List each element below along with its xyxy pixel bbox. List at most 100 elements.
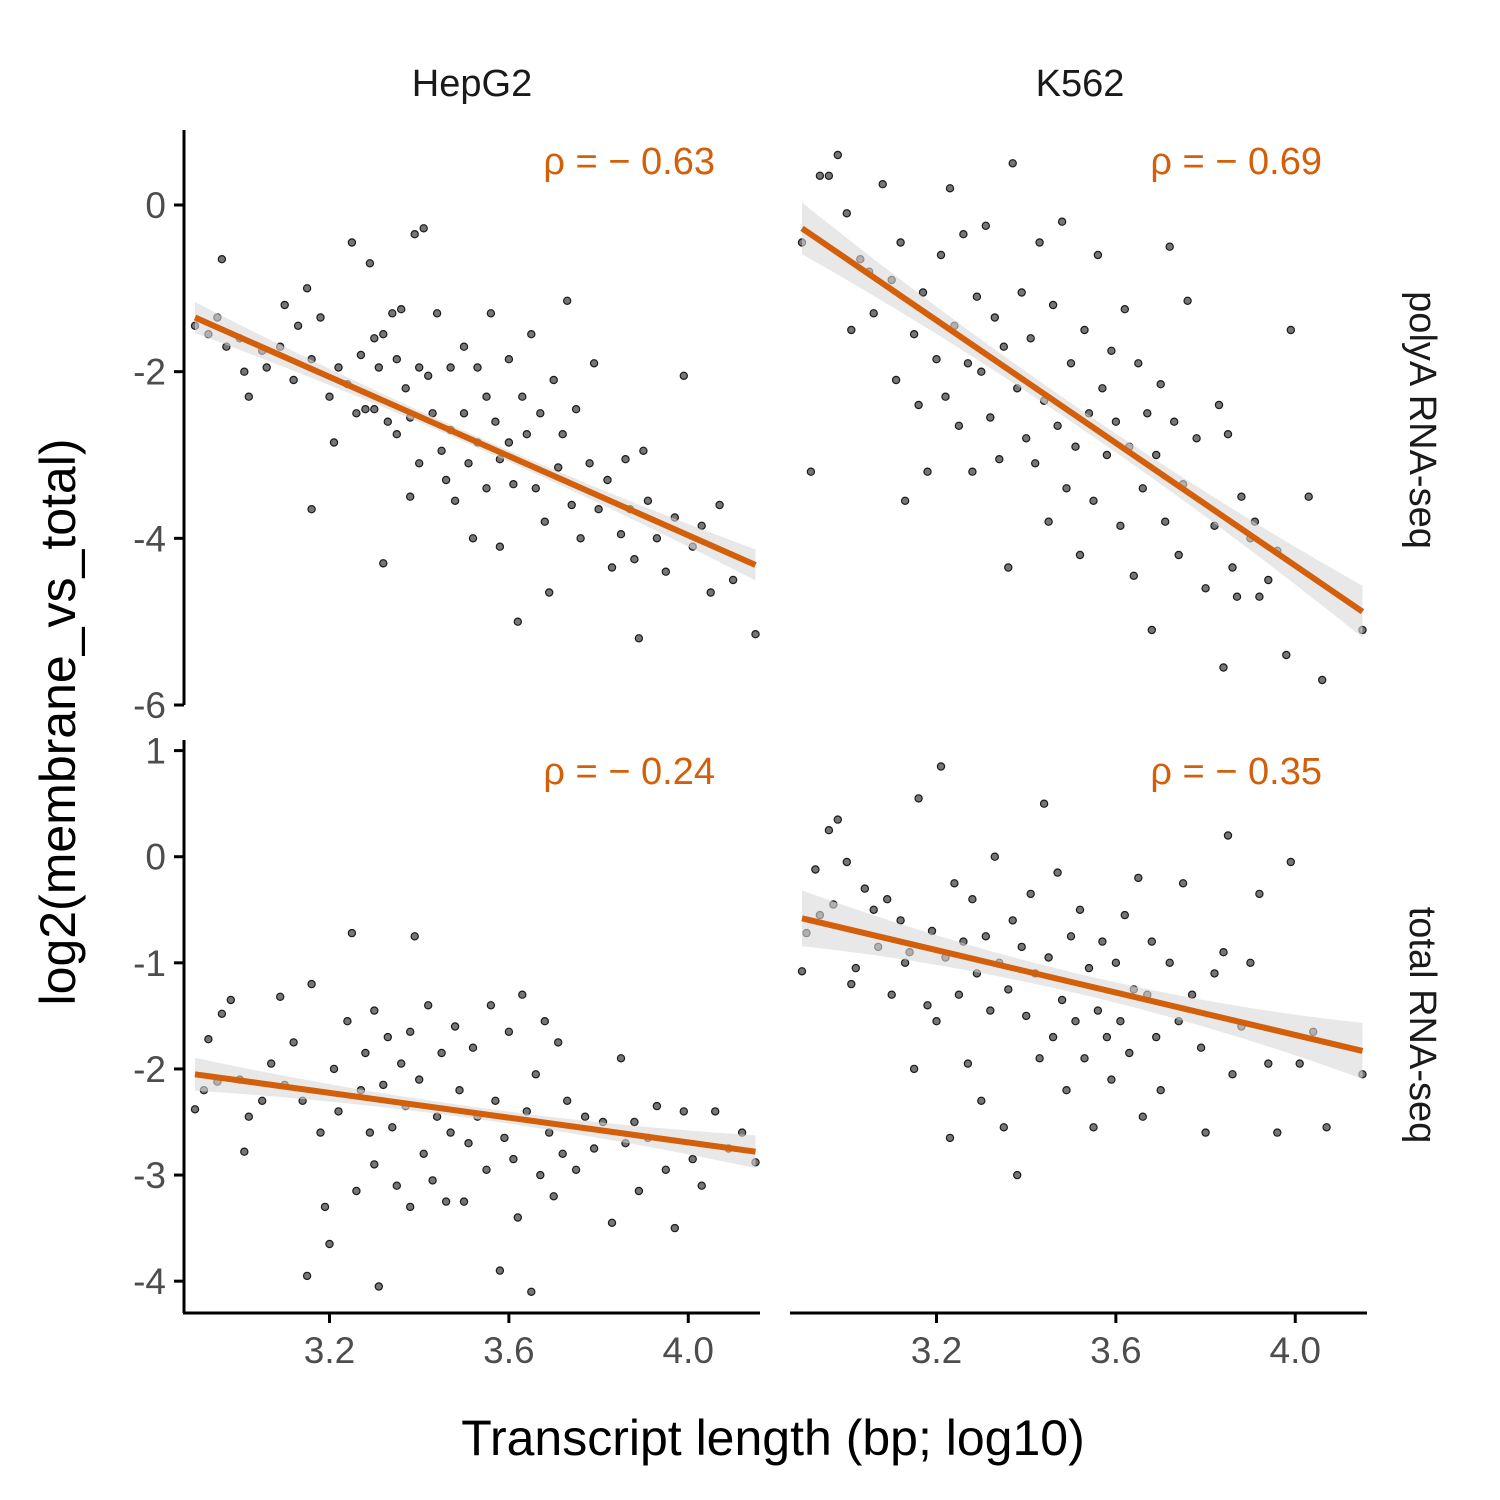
data-point [459,1197,469,1206]
data-point [307,979,316,989]
data-point [504,438,514,447]
data-point [293,321,303,330]
data-point [1084,963,1094,973]
data-point [217,1009,227,1019]
data-point [1138,484,1148,493]
data-point [1246,958,1255,968]
data-point [616,530,626,539]
data-point [536,1170,545,1180]
data-point [923,1001,932,1010]
data-point [1317,675,1327,685]
data-point [567,500,576,510]
data-point [307,505,316,514]
data-point [267,1059,276,1068]
data-point [869,905,878,915]
data-point [1039,799,1049,808]
data-point [571,1165,581,1175]
data-point [549,375,558,385]
data-point [1156,1085,1165,1095]
data-point [262,363,271,372]
data-point [540,517,550,526]
data-point [900,496,910,505]
data-point [1075,550,1085,560]
data-point [482,392,491,401]
data-point [995,455,1004,464]
data-point [1147,625,1157,635]
data-point [432,309,442,318]
y-tick-label: -1 [133,943,166,984]
data-point [811,865,820,874]
strip-label-col-2: K562 [1036,63,1125,105]
data-point [1030,459,1040,468]
data-point [383,1032,392,1042]
data-point [513,1213,523,1222]
data-point [1264,575,1273,585]
data-point [226,995,235,1005]
data-point [1044,953,1053,962]
data-point [896,238,905,247]
data-point [491,1096,500,1106]
data-point [509,1154,518,1164]
data-point [1008,159,1017,168]
data-point [833,150,843,160]
data-point [1165,958,1174,968]
data-point [1026,889,1035,899]
y-tick-label: -4 [133,1261,166,1302]
data-point [1062,484,1071,493]
data-point [900,958,910,968]
strip-label-row-1: polyA RNA-seq [1401,291,1443,549]
data-point [190,1105,200,1114]
data-point [424,371,433,380]
data-point [558,430,567,439]
data-point [1089,496,1098,505]
x-tick-label: 3.2 [911,1330,962,1371]
data-point [1295,1059,1304,1068]
data-point [986,1006,995,1015]
panel-4: ρ = − 0.35 [797,751,1367,1180]
data-point [1228,1070,1237,1079]
data-point [621,455,630,464]
data-point [316,1128,325,1137]
data-point [936,762,946,771]
data-point [464,1138,473,1148]
data-point [504,1027,514,1037]
data-point [833,815,843,824]
data-point [1102,1032,1112,1042]
data-point [1282,650,1291,660]
data-point [361,1048,370,1058]
x-tick-label: 3.6 [483,1330,534,1371]
data-point [1192,434,1201,443]
data-point [639,446,648,455]
regression-line [193,314,757,568]
correlation-label: ρ = − 0.35 [1150,751,1322,793]
data-point [571,405,581,414]
data-point [379,330,388,339]
strip-label-row-2: total RNA-seq [1401,907,1443,1144]
y-tick-label: -2 [133,1049,166,1090]
data-point [482,1165,491,1175]
data-point [977,367,986,376]
data-point [473,363,482,372]
data-point [464,459,473,468]
data-point [1286,857,1296,867]
data-point [1066,932,1076,941]
data-point [455,1085,464,1095]
data-point [909,330,919,339]
data-point [392,430,401,439]
data-point [536,409,545,418]
data-point [1210,969,1219,978]
data-point [240,367,249,376]
correlation-label: ρ = − 0.69 [1150,141,1322,183]
data-point [522,430,532,439]
data-point [527,1287,536,1297]
data-point [1129,571,1139,581]
data-point [589,359,599,368]
data-point [320,1202,330,1212]
data-point [1322,1123,1331,1132]
data-point [594,505,603,514]
data-point [1187,990,1197,999]
data-point [459,409,469,418]
panel-2: ρ = − 0.69 [797,141,1367,685]
data-point [240,1147,249,1156]
data-point [715,500,724,510]
